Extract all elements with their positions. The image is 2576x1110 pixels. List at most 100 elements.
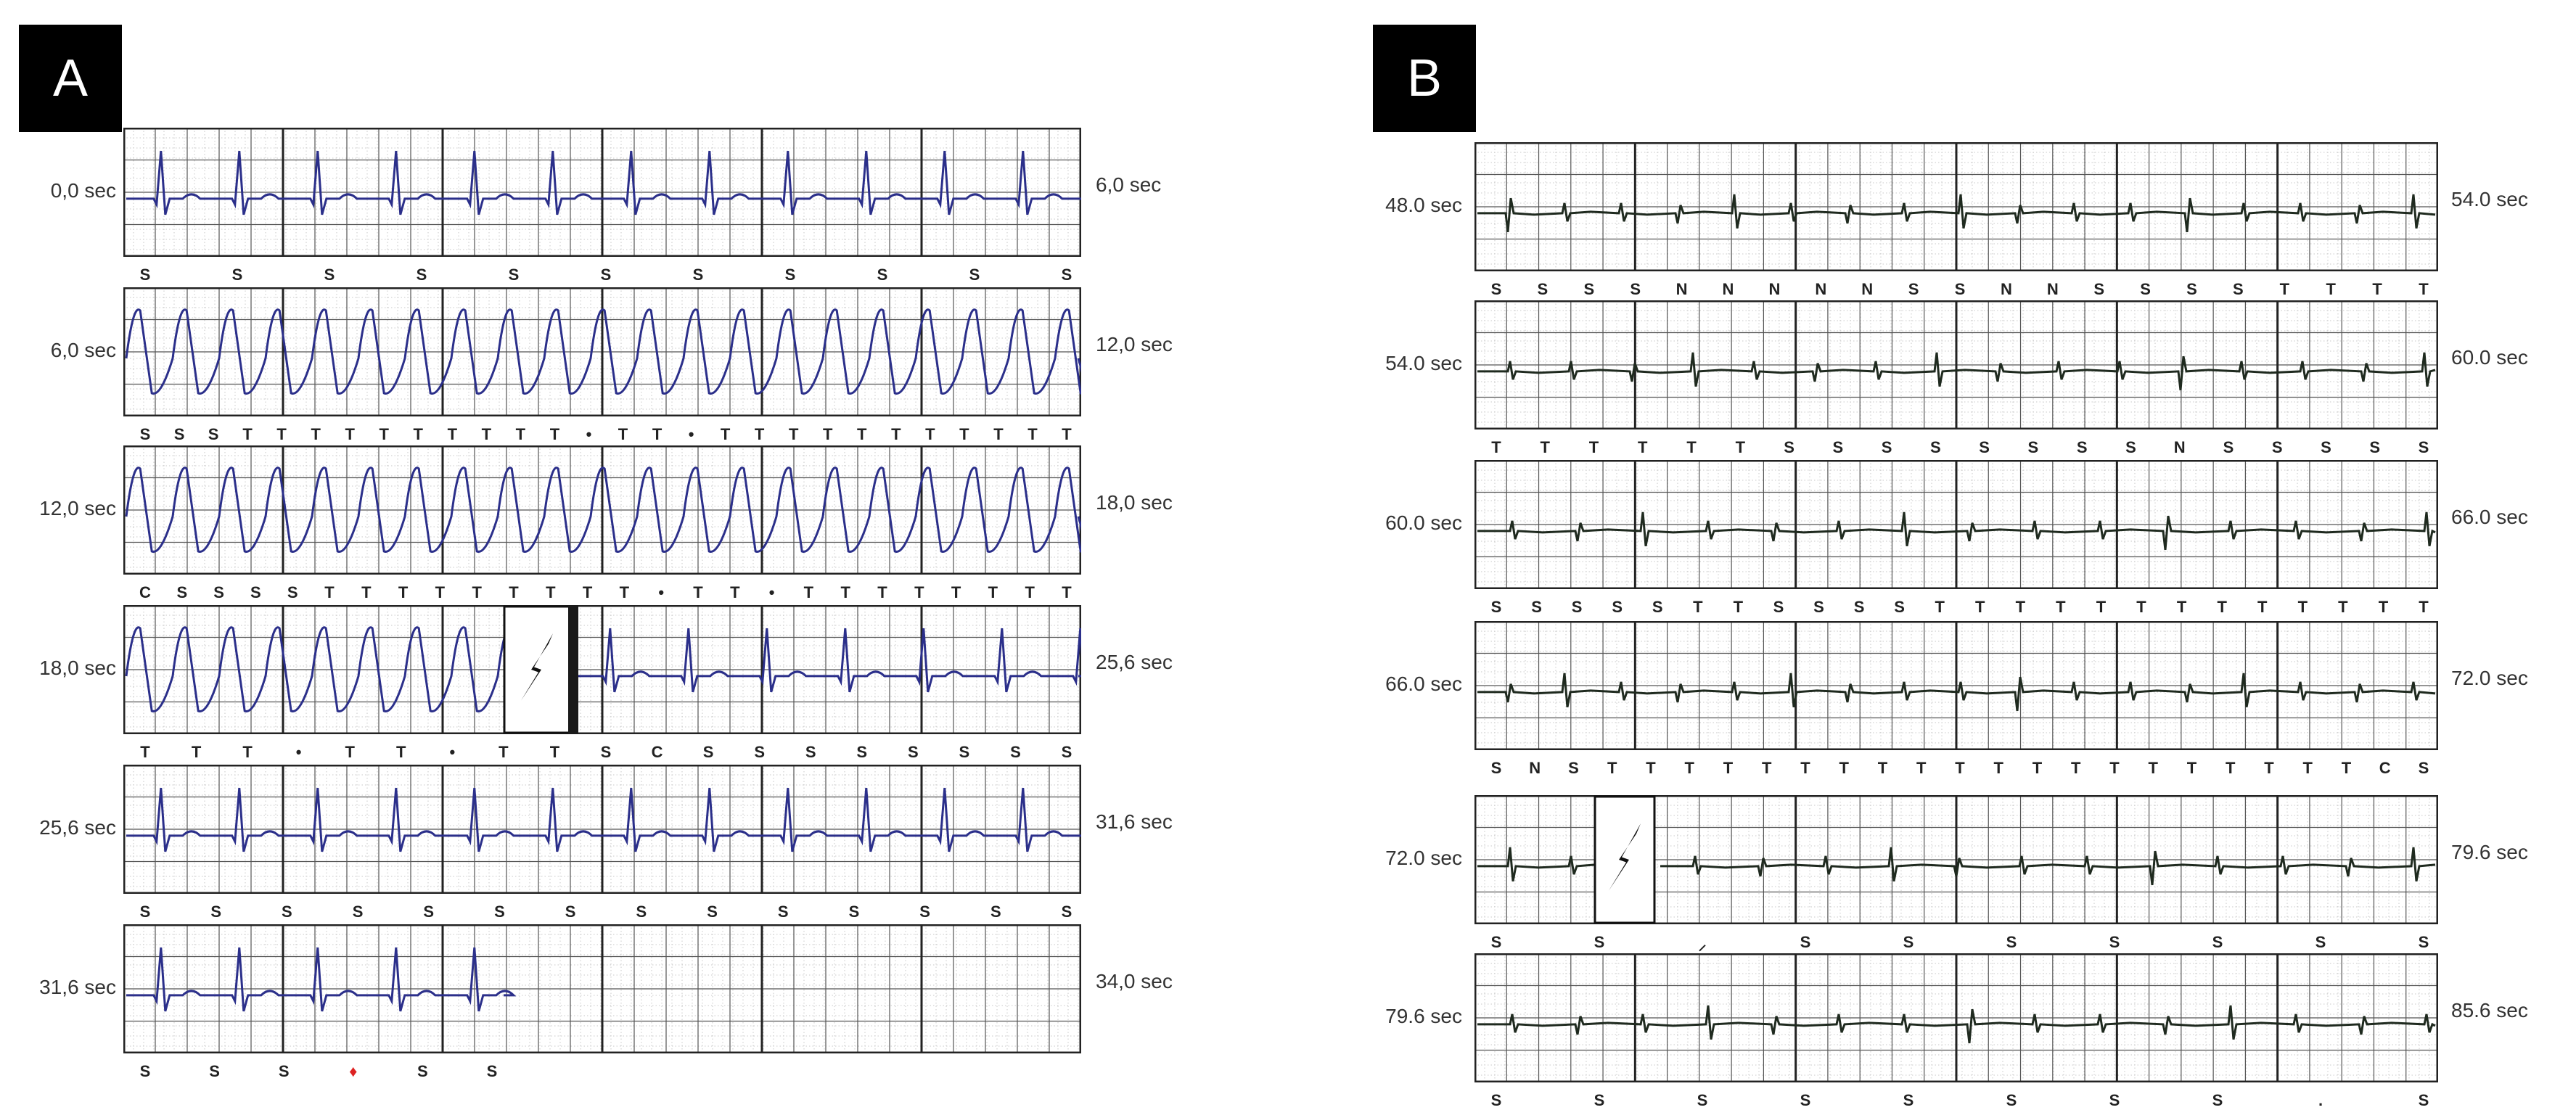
ecg-grid xyxy=(1474,795,2438,924)
beat-annotation: S xyxy=(1583,280,1595,298)
beat-annotation: T xyxy=(2109,759,2120,777)
time-label-end: 66.0 sec xyxy=(2451,506,2528,528)
beat-annotation: T xyxy=(324,583,335,601)
ecg-trace xyxy=(1477,511,2436,551)
beat-annotation: S xyxy=(486,1062,498,1080)
beat-annotation: T xyxy=(398,583,409,601)
beat-annotation: T xyxy=(2071,759,2081,777)
beat-annotation: T xyxy=(730,583,740,601)
beat-annotation: S xyxy=(1490,933,1502,951)
beat-annotation: S xyxy=(1061,743,1072,761)
ecg-grid xyxy=(123,605,1081,734)
beat-annotation: S xyxy=(919,903,930,921)
beat-annotation: T xyxy=(546,583,556,601)
beat-annotation: . xyxy=(2318,1091,2323,1109)
beat-annotation: S xyxy=(423,903,435,921)
beat-annotation: T xyxy=(1062,583,1072,601)
beat-annotation: T xyxy=(1800,759,1810,777)
beat-annotation: C xyxy=(651,743,663,761)
beat-annotation: T xyxy=(2378,598,2389,616)
beat-annotation: N xyxy=(1768,280,1781,298)
beat-annotation: S xyxy=(287,583,298,601)
beat-annotation: S xyxy=(1930,438,1941,456)
beat-annotation: ⸝ xyxy=(1698,935,1707,953)
time-label-start: 6,0 sec xyxy=(50,339,116,361)
ecg-trace xyxy=(126,787,1081,852)
beat-annotation: S xyxy=(494,903,505,921)
time-label-start: 18,0 sec xyxy=(39,657,116,679)
beat-annotation: T xyxy=(2136,598,2146,616)
beat-annotation: T xyxy=(1723,759,1734,777)
beat-annotation: • xyxy=(586,425,592,443)
beat-annotation: S xyxy=(2369,438,2381,456)
beat-annotation: T xyxy=(925,425,935,443)
ecg-grid xyxy=(123,445,1081,575)
beat-annotation: S xyxy=(2418,438,2429,456)
beat-annotation: T xyxy=(618,425,628,443)
beat-annotation: T xyxy=(515,425,526,443)
beat-annotation: T xyxy=(276,425,287,443)
beat-annotation: • xyxy=(768,583,775,601)
beat-annotation: S xyxy=(1593,933,1605,951)
beat-annotation: S xyxy=(176,583,188,601)
beat-annotation: S xyxy=(1568,759,1579,777)
time-label-end: 31,6 sec xyxy=(1096,810,1173,833)
beat-annotation: T xyxy=(877,583,887,601)
beat-annotation: T xyxy=(619,583,630,601)
beat-annotation: S xyxy=(600,266,612,284)
beat-annotation: T xyxy=(2217,598,2227,616)
ecg-trace xyxy=(1477,352,2436,391)
beat-annotation: T xyxy=(2056,598,2066,616)
beat-annotation: S xyxy=(2321,438,2331,456)
beat-annotation: T xyxy=(499,743,509,761)
beat-annotation: T xyxy=(361,583,372,601)
beat-annotation: T xyxy=(1735,438,1746,456)
time-label-end: 54.0 sec xyxy=(2451,188,2528,210)
beat-annotation: T xyxy=(2341,759,2352,777)
ecg-trace xyxy=(1477,673,2436,712)
beat-annotation: T xyxy=(891,425,901,443)
beat-annotation: T xyxy=(2302,759,2313,777)
ecg-trace xyxy=(125,466,1081,553)
beat-annotation: T xyxy=(481,425,492,443)
beat-annotation: S xyxy=(278,1062,290,1080)
lightning-bolt-icon xyxy=(521,633,553,701)
beat-annotation: S xyxy=(2125,438,2136,456)
beat-annotation: S xyxy=(777,903,789,921)
beat-annotation: S xyxy=(2109,933,2120,951)
beat-annotation: S xyxy=(1490,1091,1502,1109)
time-label-start: 31,6 sec xyxy=(39,976,116,998)
beat-annotation: T xyxy=(242,425,253,443)
beat-annotation: S xyxy=(1979,438,1990,456)
ecg-trace xyxy=(1477,1005,2436,1044)
beat-annotation: T xyxy=(2338,598,2348,616)
beat-annotation: T xyxy=(2279,280,2290,298)
beat-annotation: T xyxy=(1975,598,1985,616)
beat-annotation: T xyxy=(1491,438,1501,456)
beat-annotation: T xyxy=(823,425,833,443)
beat-annotation: S xyxy=(1800,933,1811,951)
time-label-end: 18,0 sec xyxy=(1096,491,1173,514)
beat-annotation: S xyxy=(282,903,292,921)
beat-annotation: N xyxy=(2173,438,2186,456)
beat-annotation: T xyxy=(2186,759,2197,777)
beat-annotation: S xyxy=(1832,438,1844,456)
beat-annotation: T xyxy=(993,425,1004,443)
beat-annotation: S xyxy=(2418,1091,2429,1109)
beat-annotation: S xyxy=(208,425,219,443)
beat-annotation: T xyxy=(549,743,560,761)
beat-annotation: S xyxy=(1800,1091,1811,1109)
beat-annotation: S xyxy=(1773,598,1784,616)
beat-annotation: S xyxy=(1954,280,1966,298)
beat-annotation: • xyxy=(449,743,456,761)
ecg-trace xyxy=(1660,847,2436,886)
ecg-trace xyxy=(125,626,527,712)
beat-annotation: N xyxy=(1722,280,1734,298)
beat-annotation: N xyxy=(1675,280,1688,298)
beat-annotation: S xyxy=(2212,933,2223,951)
beat-annotation: S xyxy=(565,903,576,921)
ecg-trace xyxy=(125,308,1081,395)
beat-annotation: T xyxy=(413,425,424,443)
ecg-trace xyxy=(1477,847,1596,881)
beat-annotation: S xyxy=(2418,933,2429,951)
